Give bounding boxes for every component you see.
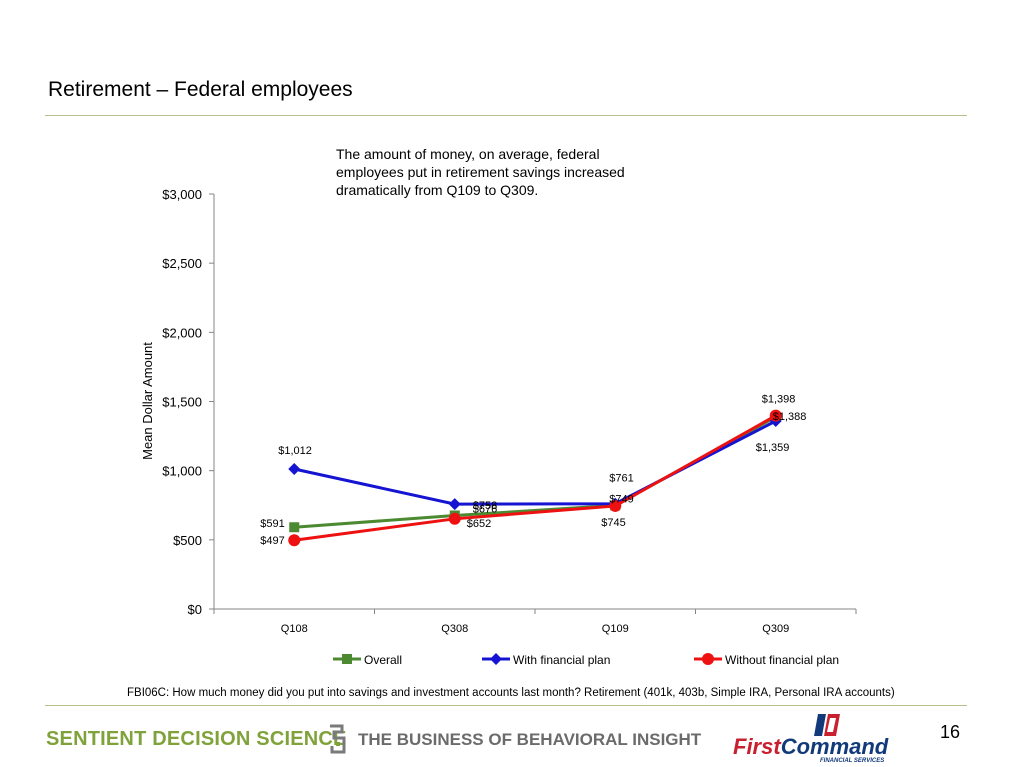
legend-label-1: With financial plan	[513, 653, 610, 667]
x-tick-label: Q108	[281, 623, 308, 635]
data-label-0-3: $1,388	[773, 411, 807, 423]
data-label-1-0: $1,012	[278, 445, 312, 457]
data-label-0-1: $676	[473, 503, 497, 515]
legend-marker-2	[702, 653, 714, 665]
logo-tagline: THE BUSINESS OF BEHAVIORAL INSIGHT	[358, 730, 702, 749]
logo-command: Command	[780, 734, 889, 759]
data-point-0-0	[289, 522, 300, 533]
data-point-2-2	[609, 499, 622, 512]
legend-label-2: Without financial plan	[725, 653, 839, 667]
data-point-1-1	[448, 498, 461, 511]
data-label-0-2: $749	[609, 493, 633, 505]
footer-divider	[45, 705, 967, 706]
data-label-2-2: $745	[601, 517, 625, 529]
first-command-logo-subtitle: FINANCIAL SERVICES	[820, 758, 885, 764]
legend-label-0: Overall	[364, 653, 402, 667]
logo-first: First	[733, 734, 781, 759]
slide-title: Retirement – Federal employees	[48, 78, 353, 101]
legend-marker-1	[490, 653, 502, 665]
y-tick-label: $500	[173, 533, 202, 548]
y-tick-label: $0	[188, 602, 202, 617]
data-point-2-0	[288, 534, 301, 547]
data-label-2-1: $652	[467, 518, 491, 530]
data-label-1-1: $758	[473, 500, 497, 512]
y-tick-label: $2,500	[162, 256, 202, 271]
y-tick-label: $3,000	[162, 187, 202, 202]
y-tick-label: $1,500	[162, 395, 202, 410]
first-command-logo-icon	[814, 714, 840, 736]
data-label-1-3: $1,359	[756, 442, 790, 454]
legend-marker-0	[342, 654, 352, 664]
data-point-1-0	[288, 463, 301, 476]
data-label-0-0: $591	[260, 518, 284, 530]
series-line-2	[294, 414, 777, 542]
data-point-2-3	[769, 409, 782, 422]
y-axis-title: Mean Dollar Amount	[140, 342, 155, 460]
x-tick-label: Q308	[441, 623, 468, 635]
title-divider	[45, 115, 967, 116]
data-point-2-1	[448, 512, 461, 525]
y-tick-label: $1,000	[162, 464, 202, 479]
chart-annotation: The amount of money, on average, federal…	[336, 146, 625, 198]
data-label-1-2: $761	[609, 473, 633, 485]
series-line-1	[293, 419, 777, 506]
data-label-2-0: $497	[260, 535, 284, 547]
series-line-0	[294, 415, 777, 529]
sentient-logo-icon	[330, 724, 346, 754]
survey-question-footnote: FBI06C: How much money did you put into …	[127, 687, 895, 699]
x-tick-label: Q109	[602, 623, 629, 635]
y-tick-label: $2,000	[162, 325, 202, 340]
first-command-logo-text: FirstCommand	[733, 734, 888, 760]
sentient-logo-text: SENTIENT DECISION SCIENCE	[46, 728, 347, 750]
page-number: 16	[940, 722, 961, 742]
x-tick-label: Q309	[762, 623, 789, 635]
data-label-2-3: $1,398	[762, 394, 796, 406]
